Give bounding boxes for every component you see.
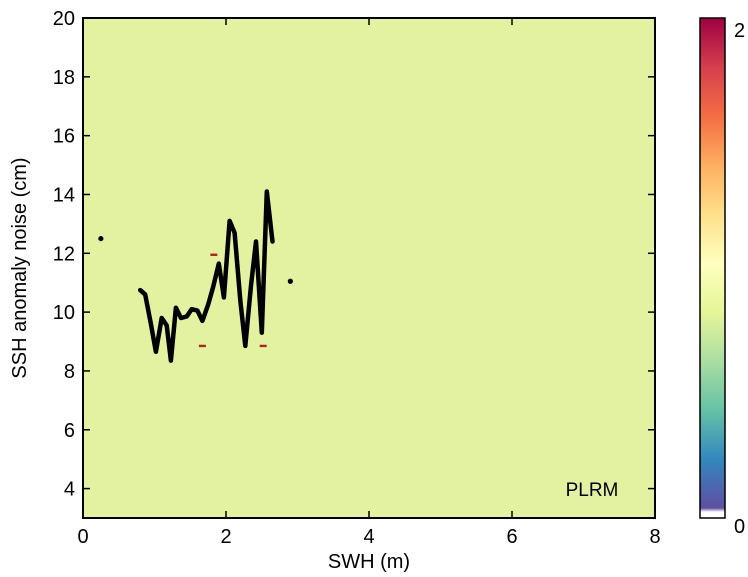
plot-annotation: PLRM bbox=[566, 480, 619, 501]
x-tick-label: 0 bbox=[77, 526, 88, 548]
y-tick-label: 8 bbox=[64, 361, 75, 383]
colorbar bbox=[699, 17, 726, 519]
x-tick-label: 4 bbox=[363, 526, 374, 548]
x-tick-label: 6 bbox=[506, 526, 517, 548]
marker-point-0 bbox=[210, 253, 218, 256]
y-tick-label: 12 bbox=[53, 243, 75, 265]
marker-point-1 bbox=[198, 344, 206, 348]
plot-area bbox=[83, 18, 655, 518]
colorbar-tick-label-max: 2 bbox=[734, 20, 745, 42]
y-tick-label: 18 bbox=[53, 67, 75, 89]
y-tick-label: 4 bbox=[64, 479, 75, 501]
y-tick-label: 14 bbox=[53, 184, 75, 206]
y-tick-label: 16 bbox=[53, 126, 75, 148]
x-tick-label: 8 bbox=[649, 526, 660, 548]
data-point-1 bbox=[287, 278, 293, 284]
data-point-0 bbox=[98, 235, 104, 242]
series-line-0 bbox=[137, 189, 275, 363]
y-tick-label: 6 bbox=[64, 420, 75, 442]
colorbar-tick-label-min: 0 bbox=[734, 516, 745, 538]
marker-point-2 bbox=[259, 344, 267, 348]
y-axis-label: SSH anomaly noise (cm) bbox=[9, 157, 31, 378]
x-axis-label: SWH (m) bbox=[328, 551, 410, 573]
x-tick-label: 2 bbox=[220, 526, 231, 548]
y-tick-label: 20 bbox=[53, 8, 75, 30]
y-tick-label: 10 bbox=[53, 302, 75, 324]
